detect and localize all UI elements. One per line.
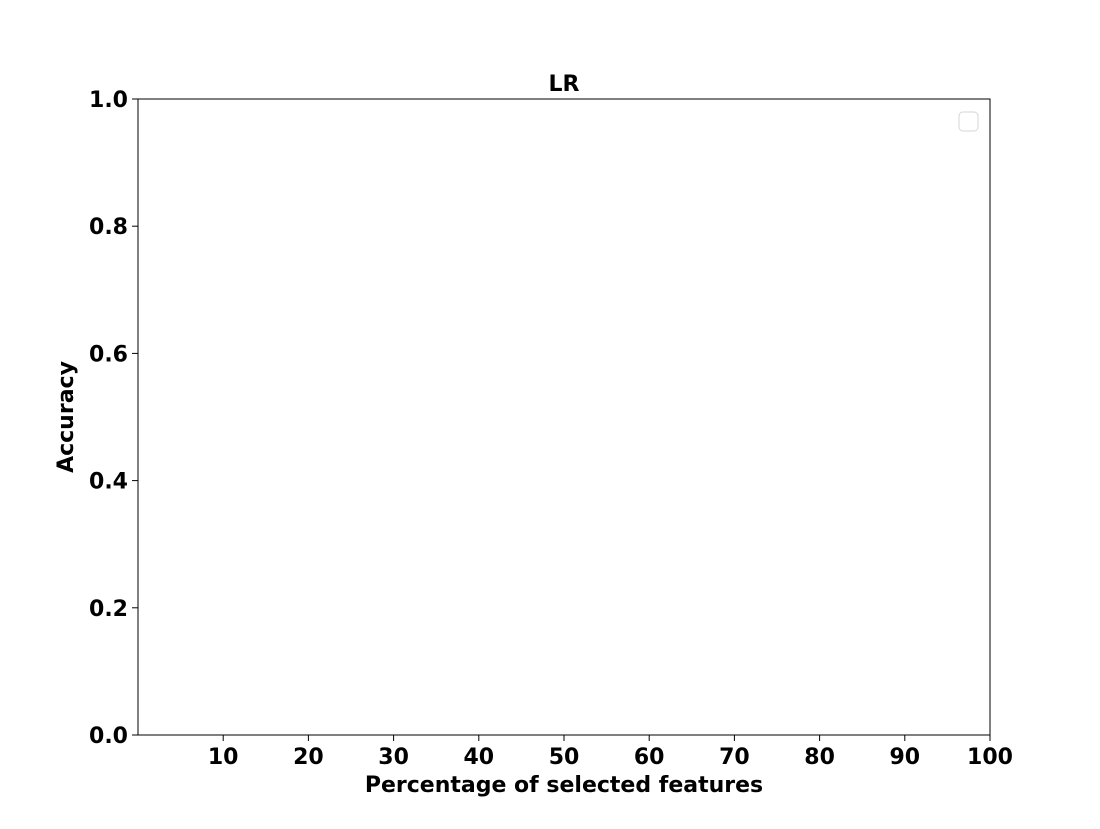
y-tick-label: 1.0 [89, 88, 128, 113]
x-axis-label: Percentage of selected features [365, 773, 763, 798]
x-tick-label: 40 [463, 745, 494, 770]
x-tick-label: 50 [549, 745, 580, 770]
plot-frame [137, 98, 991, 736]
x-axis: 10 20 30 40 50 60 70 80 90 100 [208, 735, 1013, 770]
x-tick-label: 10 [208, 745, 239, 770]
y-tick-label: 0.4 [89, 470, 128, 495]
y-tick-label: 0.6 [89, 342, 128, 367]
x-tick-label: 80 [804, 745, 835, 770]
x-tick-label: 60 [634, 745, 665, 770]
y-tick-label: 0.2 [89, 597, 128, 622]
legend-box [958, 111, 979, 132]
x-tick-label: 100 [967, 745, 1013, 770]
chart-title: LR [549, 72, 580, 97]
y-axis: 0.0 0.2 0.4 0.6 0.8 1.0 [89, 88, 138, 749]
x-tick-label: 90 [889, 745, 920, 770]
x-tick-label: 30 [378, 745, 409, 770]
plot-area [138, 99, 990, 735]
y-tick-label: 0.8 [89, 215, 128, 240]
x-tick-label: 20 [293, 745, 324, 770]
y-axis-label: Accuracy [54, 361, 79, 473]
x-tick-label: 70 [719, 745, 750, 770]
y-tick-label: 0.0 [89, 724, 128, 749]
